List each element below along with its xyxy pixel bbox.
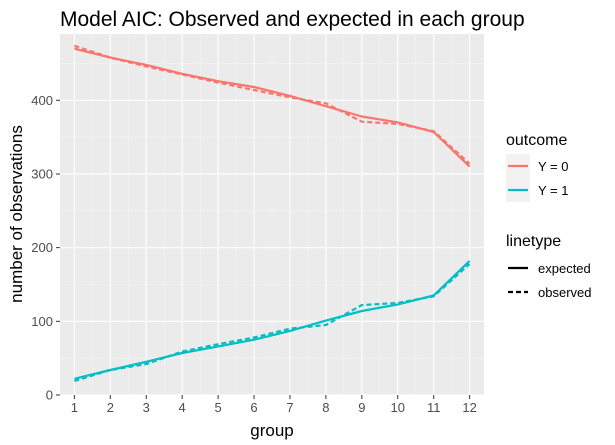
x-tick-label: 4 — [179, 400, 186, 415]
x-tick-label: 11 — [427, 400, 441, 415]
x-tick-label: 3 — [143, 400, 150, 415]
legend-linetype: linetype expected observed — [506, 233, 591, 300]
x-axis-title: group — [250, 421, 293, 440]
chart-title: Model AIC: Observed and expected in each… — [60, 8, 525, 31]
y-axis-title: number of observations — [7, 125, 26, 303]
x-tick-label: 5 — [214, 400, 221, 415]
x-tick-label: 6 — [250, 400, 257, 415]
series-lines — [74, 44, 471, 383]
y-tick-label: 200 — [31, 240, 53, 255]
y-axis: 0 100 200 300 400 — [31, 93, 60, 403]
x-axis: 1 2 3 4 5 6 7 8 9 10 11 12 — [71, 395, 477, 415]
x-tick-label: 1 — [71, 400, 78, 415]
x-tick-label: 8 — [322, 400, 329, 415]
legend-linetype-title: linetype — [506, 233, 561, 250]
x-tick-label: 7 — [286, 400, 293, 415]
y-tick-label: 400 — [31, 93, 53, 108]
legend-label-y1: Y = 1 — [538, 183, 568, 198]
legend-label-y0: Y = 0 — [538, 159, 568, 174]
series-line-y1-observed — [74, 263, 471, 383]
series-line-y1-expected — [74, 260, 471, 380]
series-line-y0-observed — [74, 44, 471, 165]
y-tick-label: 100 — [31, 314, 53, 329]
legend-outcome: outcome Y = 0 Y = 1 — [506, 132, 568, 202]
legend-label-observed: observed — [538, 285, 591, 300]
x-tick-label: 9 — [358, 400, 365, 415]
x-tick-label: 10 — [391, 400, 405, 415]
x-tick-label: 2 — [107, 400, 114, 415]
legend-label-expected: expected — [538, 261, 591, 276]
x-tick-label: 12 — [462, 400, 476, 415]
y-tick-label: 0 — [46, 388, 53, 403]
y-tick-label: 300 — [31, 166, 53, 181]
legend-outcome-title: outcome — [506, 132, 567, 149]
